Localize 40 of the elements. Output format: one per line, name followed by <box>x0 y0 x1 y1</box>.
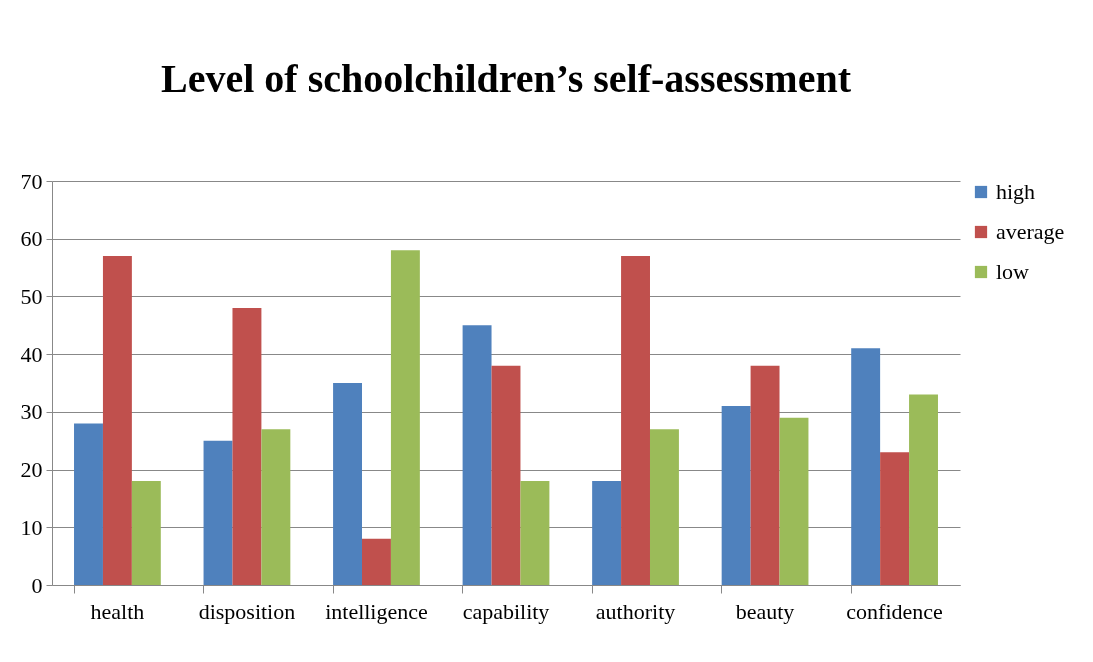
bar <box>721 406 751 585</box>
legend-label: low <box>996 259 1030 284</box>
y-tick-label: 70 <box>20 168 43 194</box>
bar <box>74 423 103 585</box>
bar <box>909 394 938 585</box>
bar <box>621 256 650 585</box>
legend-label: average <box>996 219 1065 244</box>
bar <box>390 250 420 585</box>
x-tick-label: capability <box>462 598 550 624</box>
y-tick-label: 0 <box>31 572 43 598</box>
bar <box>592 481 622 585</box>
x-tick-label: confidence <box>846 598 943 624</box>
bar <box>750 365 780 585</box>
y-tick-label: 60 <box>20 226 43 252</box>
bar <box>520 481 550 585</box>
chart-title: Level of schoolchildren’s self-assessment <box>161 56 852 101</box>
bar <box>203 440 233 585</box>
bar <box>649 429 679 585</box>
bar <box>851 348 881 585</box>
legend-label: high <box>996 179 1036 204</box>
y-tick-label: 50 <box>20 283 43 309</box>
bar <box>880 452 910 585</box>
bar <box>261 429 291 585</box>
y-tick-label: 20 <box>20 457 43 483</box>
bar <box>102 256 132 585</box>
bar <box>462 325 492 585</box>
bar <box>362 538 391 585</box>
y-tick-label: 10 <box>20 514 43 540</box>
x-tick-label: beauty <box>735 598 795 624</box>
bar <box>779 417 809 585</box>
bar <box>491 365 521 585</box>
bar <box>232 307 262 585</box>
y-tick-label: 30 <box>20 399 43 425</box>
bar <box>333 383 363 585</box>
x-tick-label: health <box>90 598 145 624</box>
x-tick-label: intelligence <box>325 598 428 624</box>
y-tick-label: 40 <box>20 341 43 367</box>
bar <box>131 481 161 585</box>
x-tick-label: authority <box>595 598 676 624</box>
x-tick-label: disposition <box>198 598 296 624</box>
